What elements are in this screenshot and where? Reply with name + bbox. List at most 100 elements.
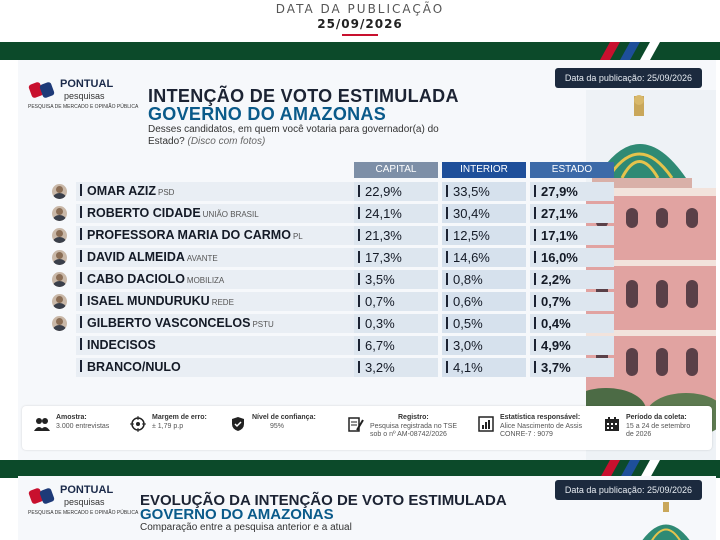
card-publication-date: Data da publicação: 25/09/2026	[554, 480, 702, 500]
document-pen-icon	[348, 417, 364, 432]
poll-card: Data da publicação: 25/09/2026 PONTUAL p…	[18, 60, 716, 460]
logo-name: PONTUAL	[60, 484, 114, 496]
evolution-card: Data da publicação: 25/09/2026 PONTUAL p…	[18, 476, 716, 540]
candidate-photo	[52, 316, 67, 331]
target-icon	[130, 416, 146, 432]
evolution-subtitle: GOVERNO DO AMAZONAS	[140, 506, 334, 523]
capital-value: 3,5%	[354, 270, 438, 289]
pontual-logo-icon	[28, 488, 55, 504]
option-name-cell: BRANCO/NULO	[76, 358, 366, 377]
candidate-party: REDE	[211, 298, 234, 307]
chart-icon	[478, 416, 494, 432]
candidate-name-cell: PROFESSORA MARIA DO CARMO PL	[76, 226, 366, 245]
interior-value: 30,4%	[442, 204, 526, 223]
pontual-logo-icon	[28, 82, 55, 98]
capital-value: 6,7%	[354, 336, 438, 355]
candidate-photo	[52, 250, 67, 265]
candidate-name: ISAEL MUNDURUKU	[87, 294, 210, 308]
option-name: BRANCO/NULO	[87, 360, 181, 374]
capital-value: 3,2%	[354, 358, 438, 377]
statistician-info: Estatística responsável: Alice Nasciment…	[478, 414, 598, 444]
estado-value: 4,9%	[530, 336, 614, 355]
interior-value: 0,5%	[442, 314, 526, 333]
card-subtitle: GOVERNO DO AMAZONAS	[148, 104, 387, 124]
candidate-name-cell: CABO DACIOLO MOBILIZA	[76, 270, 366, 289]
table-row: GILBERTO VASCONCELOS PSTU 0,3% 0,5% 0,4%	[46, 314, 616, 333]
candidate-party: PSD	[157, 188, 175, 197]
candidate-name: CABO DACIOLO	[87, 272, 185, 286]
capital-value: 21,3%	[354, 226, 438, 245]
interior-value: 0,6%	[442, 292, 526, 311]
estado-value: 16,0%	[530, 248, 614, 267]
methodology-footer: Amostra: 3.000 entrevistas Margem de err…	[22, 406, 712, 450]
evolution-title: EVOLUÇÃO DA INTENÇÃO DE VOTO ESTIMULADA	[140, 492, 507, 509]
interior-value: 12,5%	[442, 226, 526, 245]
logo-tagline: PESQUISA DE MERCADO E OPINIÃO PÚBLICA	[28, 104, 139, 110]
candidate-name-cell: GILBERTO VASCONCELOS PSTU	[76, 314, 366, 333]
estado-value: 0,4%	[530, 314, 614, 333]
candidate-party: PL	[292, 232, 303, 241]
candidate-name-cell: DAVID ALMEIDA AVANTE	[76, 248, 366, 267]
candidate-party: PSTU	[252, 320, 274, 329]
candidate-photo	[52, 294, 67, 309]
card-publication-date: Data da publicação: 25/09/2026	[554, 68, 702, 88]
interior-value: 4,1%	[442, 358, 526, 377]
candidate-photo	[52, 272, 67, 287]
table-row: DAVID ALMEIDA AVANTE 17,3% 14,6% 16,0%	[46, 248, 616, 267]
publication-header: DATA DA PUBLICAÇÃO 25/09/2026	[0, 0, 720, 42]
candidate-party: UNIÃO BRASIL	[202, 210, 259, 219]
shield-check-icon	[232, 417, 244, 431]
pontual-logo: PONTUAL pesquisas PESQUISA DE MERCADO E …	[28, 484, 148, 534]
interior-value: 33,5%	[442, 182, 526, 201]
stripe-decoration	[600, 42, 660, 60]
estado-value: 3,7%	[530, 358, 614, 377]
collection-period-info: Período da coleta: 15 a 24 de setembro de…	[604, 414, 708, 444]
column-header-estado: ESTADO	[530, 162, 614, 178]
publication-date: 25/09/2026	[317, 17, 403, 31]
sample-info: Amostra: 3.000 entrevistas	[34, 414, 134, 444]
capital-value: 17,3%	[354, 248, 438, 267]
option-name: INDECISOS	[87, 338, 156, 352]
table-row: ISAEL MUNDURUKU REDE 0,7% 0,6% 0,7%	[46, 292, 616, 311]
capital-value: 0,3%	[354, 314, 438, 333]
top-green-band	[0, 42, 720, 60]
building-dome-illustration	[642, 502, 690, 540]
candidate-party: AVANTE	[186, 254, 218, 263]
candidate-party: MOBILIZA	[186, 276, 225, 285]
registration-info: Registro: Pesquisa registrada no TSE sob …	[348, 414, 478, 444]
calendar-icon	[605, 417, 619, 431]
table-row: OMAR AZIZ PSD 22,9% 33,5% 27,9%	[46, 182, 616, 201]
poll-question: Desses candidatos, em quem você votaria …	[148, 124, 478, 148]
confidence-info: Nível de confiança: 95%	[230, 414, 340, 444]
candidate-photo	[52, 206, 67, 221]
estado-value: 0,7%	[530, 292, 614, 311]
interior-value: 0,8%	[442, 270, 526, 289]
candidate-name: GILBERTO VASCONCELOS	[87, 316, 251, 330]
capital-value: 0,7%	[354, 292, 438, 311]
candidate-photo	[52, 228, 67, 243]
capital-value: 22,9%	[354, 182, 438, 201]
table-row: BRANCO/NULO 3,2% 4,1% 3,7%	[46, 358, 616, 377]
question-note: (Disco com fotos)	[187, 136, 266, 147]
candidate-name: PROFESSORA MARIA DO CARMO	[87, 228, 291, 242]
question-text: Desses candidatos, em quem você votaria …	[148, 124, 439, 147]
interior-value: 3,0%	[442, 336, 526, 355]
logo-sub: pesquisas	[64, 497, 105, 507]
candidate-name-cell: ISAEL MUNDURUKU REDE	[76, 292, 366, 311]
publication-label: DATA DA PUBLICAÇÃO	[275, 2, 445, 16]
margin-info: Margem de erro: ± 1,79 p.p	[130, 414, 230, 444]
table-row: PROFESSORA MARIA DO CARMO PL 21,3% 12,5% …	[46, 226, 616, 245]
option-name-cell: INDECISOS	[76, 336, 366, 355]
candidate-name: ROBERTO CIDADE	[87, 206, 201, 220]
candidate-name-cell: OMAR AZIZ PSD	[76, 182, 366, 201]
middle-green-band	[0, 460, 720, 478]
table-row: CABO DACIOLO MOBILIZA 3,5% 0,8% 2,2%	[46, 270, 616, 289]
capital-value: 24,1%	[354, 204, 438, 223]
column-header-interior: INTERIOR	[442, 162, 526, 178]
candidate-name: OMAR AZIZ	[87, 184, 156, 198]
candidate-name: DAVID ALMEIDA	[87, 250, 185, 264]
estado-value: 17,1%	[530, 226, 614, 245]
header-divider	[342, 34, 378, 36]
table-row: ROBERTO CIDADE UNIÃO BRASIL 24,1% 30,4% 2…	[46, 204, 616, 223]
table-row: INDECISOS 6,7% 3,0% 4,9%	[46, 336, 616, 355]
